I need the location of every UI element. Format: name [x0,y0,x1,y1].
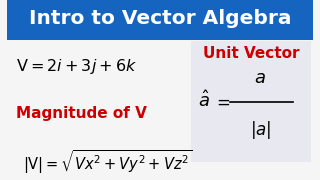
Text: Intro to Vector Algebra: Intro to Vector Algebra [29,9,291,28]
FancyBboxPatch shape [7,0,313,40]
Text: $|a|$: $|a|$ [250,119,271,141]
Text: $\hat{a}$: $\hat{a}$ [198,90,210,111]
Text: $=$: $=$ [213,93,231,111]
Text: Magnitude of V: Magnitude of V [16,106,147,121]
FancyBboxPatch shape [190,41,311,162]
Text: Unit Vector: Unit Vector [204,46,300,62]
Text: $a$: $a$ [254,69,266,87]
Text: $|\mathrm{V}| = \sqrt{Vx^2 + Vy^2 + Vz^2}$: $|\mathrm{V}| = \sqrt{Vx^2 + Vy^2 + Vz^2… [22,148,192,176]
Text: $\mathrm{V} = 2i + 3j + 6k$: $\mathrm{V} = 2i + 3j + 6k$ [16,57,138,76]
